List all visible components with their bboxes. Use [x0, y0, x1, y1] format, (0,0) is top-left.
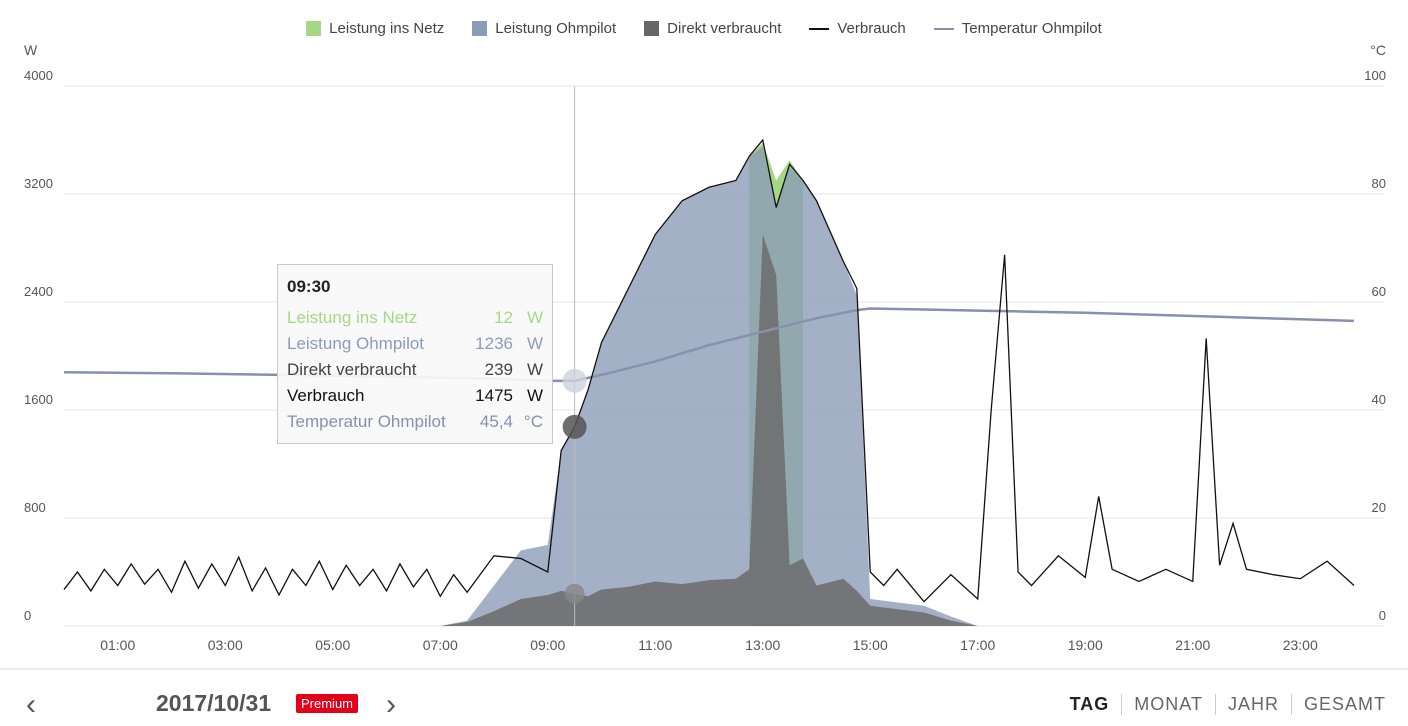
- legend-item-ohmpilot[interactable]: Leistung Ohmpilot: [472, 20, 616, 37]
- legend-swatch: [809, 27, 830, 30]
- tooltip-row-verbrauch: Verbrauch 1475 W: [287, 383, 543, 409]
- hover-marker-direkt: [564, 583, 585, 604]
- tooltip-unit: °C: [523, 412, 543, 431]
- tooltip-label: Verbrauch: [287, 386, 365, 405]
- tooltip-label: Temperatur Ohmpilot: [287, 412, 446, 431]
- tooltip-value: 239: [484, 360, 513, 379]
- tooltip-label: Leistung Ohmpilot: [287, 334, 425, 353]
- tooltip-label: Direkt verbraucht: [287, 360, 417, 379]
- tab-gesamt[interactable]: GESAMT: [1290, 694, 1398, 715]
- hover-marker-temperatur: [562, 368, 587, 393]
- y-left-tick-label: 2400: [24, 284, 53, 299]
- x-tick-label: 15:00: [853, 637, 888, 653]
- tooltip-value: 1475: [475, 386, 513, 405]
- tooltip-row-direkt: Direkt verbraucht 239 W: [287, 357, 543, 383]
- legend-swatch: [933, 27, 954, 30]
- period-selector: TAG MONAT JAHR GESAMT: [1058, 694, 1398, 715]
- x-tick-label: 01:00: [100, 637, 135, 653]
- legend-swatch: [644, 21, 660, 36]
- hover-marker-verbrauch: [562, 414, 587, 439]
- legend-label: Direkt verbraucht: [667, 20, 782, 37]
- tooltip-unit: W: [526, 360, 543, 379]
- x-tick-label: 23:00: [1283, 637, 1318, 653]
- y-right-tick-label: 60: [1372, 284, 1386, 299]
- tooltip-unit: W: [526, 386, 543, 405]
- tab-monat[interactable]: MONAT: [1121, 694, 1215, 715]
- y-right-tick-label: 0: [1379, 608, 1386, 623]
- energy-chart: 0 0 800 20 1600 40 2400 60 3200 80 4000 100 01:00 03:…: [24, 68, 1386, 653]
- premium-badge: Premium: [296, 694, 359, 713]
- y-right-tick-label: 40: [1372, 392, 1386, 407]
- chevron-left-icon[interactable]: ‹: [26, 688, 36, 721]
- y-left-tick-label: 0: [24, 608, 31, 623]
- tooltip-row-netz: Leistung ins Netz 12 W: [287, 305, 543, 331]
- x-tick-label: 09:00: [530, 637, 565, 653]
- y-left-tick-label: 1600: [24, 392, 53, 407]
- y-right-tick-label: 20: [1372, 500, 1386, 515]
- tooltip-value: 1236: [475, 334, 513, 353]
- x-tick-label: 17:00: [960, 637, 995, 653]
- x-tick-label: 07:00: [423, 637, 458, 653]
- legend-swatch: [472, 21, 488, 36]
- x-tick-label: 19:00: [1068, 637, 1103, 653]
- y-axis-left-unit: W: [24, 42, 38, 58]
- tab-jahr[interactable]: JAHR: [1214, 694, 1291, 715]
- legend-item-netz[interactable]: Leistung ins Netz: [306, 20, 444, 37]
- x-tick-label: 21:00: [1175, 637, 1210, 653]
- date-navigation-bar: ‹ 2017/10/31 Premium › TAG MONAT JAHR GE…: [0, 668, 1408, 726]
- legend-swatch: [306, 21, 322, 36]
- series-area-ohmpilot: [64, 146, 1354, 626]
- legend-item-direkt[interactable]: Direkt verbraucht: [644, 20, 781, 37]
- current-date[interactable]: 2017/10/31: [156, 690, 272, 716]
- legend-label: Leistung Ohmpilot: [495, 20, 617, 37]
- chart-tooltip: 09:30 Leistung ins Netz 12 W Leistung Ohmp…: [277, 264, 553, 444]
- legend-item-temperatur[interactable]: Temperatur Ohmpilot: [933, 20, 1102, 37]
- x-tick-label: 13:00: [745, 637, 780, 653]
- series-line-verbrauch: [63, 138, 1355, 603]
- y-left-tick-label: 3200: [24, 176, 53, 191]
- chart-legend: Leistung ins Netz Leistung Ohmpilot Dire…: [0, 20, 1408, 37]
- y-right-tick-label: 100: [1364, 68, 1386, 83]
- tooltip-value: 12: [494, 308, 513, 327]
- tab-tag[interactable]: TAG: [1069, 694, 1110, 714]
- tooltip-value: 45,4: [479, 412, 513, 431]
- legend-label: Verbrauch: [837, 20, 906, 37]
- tooltip-unit: W: [526, 334, 543, 353]
- x-tick-label: 03:00: [208, 637, 243, 653]
- chart-area: Leistung ins Netz Leistung Ohmpilot Dire…: [0, 20, 1408, 653]
- y-left-tick-label: 4000: [24, 68, 53, 83]
- y-axis-right-unit: °C: [1370, 42, 1386, 58]
- tooltip-row-temperatur: Temperatur Ohmpilot 45,4 °C: [287, 409, 543, 435]
- legend-label: Leistung ins Netz: [329, 20, 445, 37]
- x-tick-label: 11:00: [638, 637, 672, 653]
- tooltip-label: Leistung ins Netz: [287, 308, 418, 327]
- chevron-right-icon[interactable]: ›: [386, 688, 396, 721]
- tooltip-time: 09:30: [287, 277, 331, 296]
- x-tick-label: 05:00: [315, 637, 350, 653]
- y-right-tick-label: 80: [1372, 176, 1386, 191]
- legend-label: Temperatur Ohmpilot: [961, 20, 1102, 37]
- tooltip-row-ohmpilot: Leistung Ohmpilot 1236 W: [287, 331, 543, 357]
- legend-item-verbrauch[interactable]: Verbrauch: [809, 20, 906, 37]
- y-left-tick-label: 800: [24, 500, 46, 515]
- tooltip-unit: W: [526, 308, 543, 327]
